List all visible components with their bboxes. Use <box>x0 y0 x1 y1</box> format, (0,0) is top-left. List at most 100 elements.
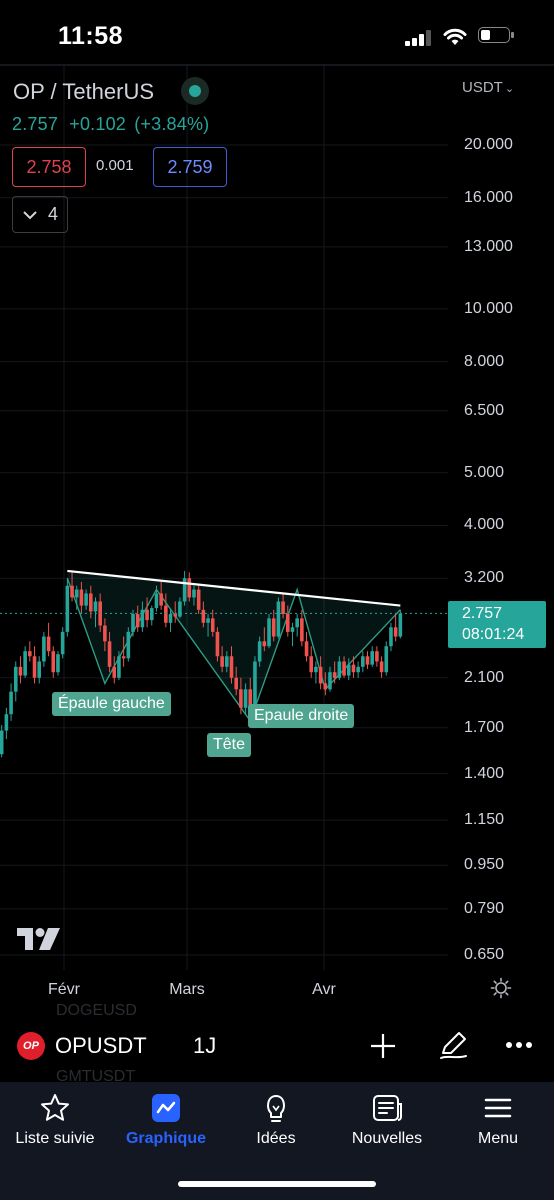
candle-body <box>0 730 4 755</box>
more-options-icon[interactable] <box>505 1041 533 1049</box>
nav-label: Idées <box>256 1130 296 1147</box>
battery-icon <box>478 27 514 45</box>
status-time: 11:58 <box>58 22 124 50</box>
nav-watchlist[interactable]: Liste suivie <box>0 1092 110 1148</box>
pair-title[interactable]: OP / TetherUS <box>13 79 155 104</box>
chart-settings-gear-icon[interactable] <box>490 977 512 999</box>
candle-body <box>220 656 224 667</box>
nav-ideas[interactable]: Idées <box>221 1092 331 1148</box>
price-tick-label: 4.000 <box>464 516 505 534</box>
currency-select[interactable]: USDT ⌄ <box>462 79 514 96</box>
candle-body <box>262 641 267 647</box>
candle-body <box>323 683 328 690</box>
indicators-toggle-button[interactable]: 4 <box>12 196 68 233</box>
candle-body <box>28 651 32 657</box>
symbol-button[interactable]: OPUSDT <box>55 1033 147 1058</box>
candle-body <box>398 613 403 637</box>
lightbulb-icon <box>267 1095 285 1122</box>
bar-countdown: 08:01:24 <box>462 626 525 643</box>
candle-body <box>356 666 360 673</box>
candle-body <box>145 609 149 621</box>
candle-body <box>285 614 290 632</box>
candle-body <box>206 618 210 623</box>
candle-body <box>18 666 23 676</box>
price-tick-label: 0.650 <box>464 946 505 963</box>
candle-body <box>337 661 342 678</box>
candle-body <box>309 656 314 673</box>
candle-body <box>328 672 332 690</box>
buy-price-button[interactable]: 2.759 <box>153 147 227 187</box>
candle-body <box>182 578 187 602</box>
candle-body <box>42 636 46 662</box>
candle-body <box>178 601 182 617</box>
candle-body <box>79 589 84 606</box>
candle-body <box>135 614 140 628</box>
candle-body <box>253 661 257 715</box>
candle-body <box>225 656 229 667</box>
home-indicator <box>178 1181 376 1187</box>
price-tick-label: 8.000 <box>464 352 505 370</box>
star-icon <box>41 1094 69 1121</box>
head-label[interactable]: Tête <box>207 733 252 757</box>
nav-news[interactable]: Nouvelles <box>332 1092 442 1148</box>
candle-body <box>131 614 135 632</box>
candle-body <box>65 585 70 632</box>
price-change-line: 2.757 +0.102 (+3.84%) <box>12 114 209 135</box>
left-shoulder-label[interactable]: Épaule gauche <box>52 692 171 716</box>
candle-body <box>295 618 299 628</box>
candle-body <box>149 608 154 621</box>
sell-price-button[interactable]: 2.758 <box>12 147 86 187</box>
candle-body <box>375 651 379 662</box>
candle-body <box>23 651 27 676</box>
nav-menu[interactable]: Menu <box>443 1092 553 1148</box>
nav-label: Graphique <box>125 1130 206 1147</box>
candle-body <box>74 589 79 598</box>
drawing-pen-icon[interactable] <box>438 1030 468 1060</box>
time-tick-apr: Avr <box>312 981 336 998</box>
candle-body <box>239 689 243 708</box>
candle-body <box>89 593 93 612</box>
add-plus-icon[interactable] <box>370 1033 396 1059</box>
price-chart[interactable] <box>0 0 554 1020</box>
nav-chart[interactable]: Graphique <box>111 1092 221 1148</box>
nav-label: Liste suivie <box>15 1130 95 1147</box>
price-change-pct: (+3.84%) <box>134 114 210 134</box>
candle-body <box>84 593 88 606</box>
price-tick-label: 2.100 <box>464 668 505 686</box>
time-tick-mar: Mars <box>169 981 205 998</box>
chevron-down-icon <box>23 210 37 219</box>
candle-body <box>361 656 365 667</box>
price-tick-label: 20.000 <box>464 136 513 153</box>
candle-body <box>13 666 18 692</box>
candle-body <box>107 641 112 667</box>
candle-body <box>234 677 238 690</box>
candle-body <box>351 664 356 673</box>
candle-body <box>70 585 74 598</box>
candle-body <box>37 661 42 678</box>
interval-button[interactable]: 1J <box>193 1033 217 1058</box>
candle-body <box>32 656 37 678</box>
price-tick-label: 16.000 <box>464 188 513 206</box>
candle-body <box>164 605 168 623</box>
current-price-value: 2.757 <box>462 605 503 622</box>
candle-body <box>243 689 248 708</box>
nav-label: Menu <box>477 1130 519 1147</box>
current-price-label: 2.757 08:01:24 <box>448 601 546 648</box>
candle-body <box>187 578 192 598</box>
indicator-count: 4 <box>47 204 58 224</box>
price-tick-label: 6.500 <box>464 401 505 419</box>
nav-label: Nouvelles <box>351 1130 423 1147</box>
candle-body <box>304 641 309 657</box>
candle-body <box>281 601 285 615</box>
candle-body <box>56 654 60 673</box>
candle-body <box>332 672 337 678</box>
candle-body <box>215 631 220 657</box>
candle-body <box>210 618 215 632</box>
candle-body <box>346 664 351 676</box>
price-change: +0.102 <box>69 114 127 134</box>
candle-body <box>300 618 304 642</box>
candle-body <box>379 661 384 673</box>
candle-body <box>393 627 398 637</box>
candle-body <box>93 601 98 612</box>
right-shoulder-label[interactable]: Epaule droite <box>248 704 355 728</box>
